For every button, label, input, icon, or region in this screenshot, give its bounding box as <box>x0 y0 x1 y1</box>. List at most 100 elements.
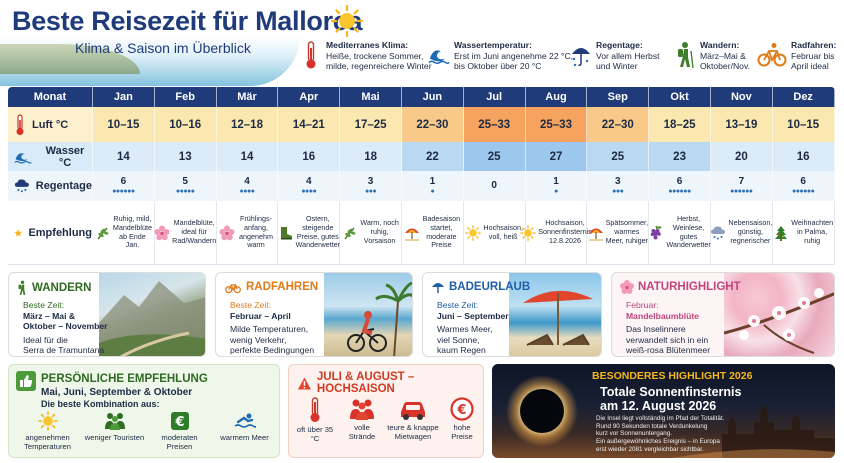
recommendation-cell: Weihnachten in Palma, ruhig <box>773 201 835 264</box>
recommendation-text: Badesaison startet, moderate Preise <box>422 213 461 250</box>
wave-icon <box>14 152 32 164</box>
recommendation-text: Weihnachten in Palma, ruhig <box>791 218 834 245</box>
sun-icon <box>37 411 58 431</box>
info-water-line: bis Oktober über 20 °C <box>454 61 542 71</box>
info-rain-title: Regentage: <box>596 40 643 50</box>
card-beach-text: viel Sonne, <box>437 334 480 345</box>
air-temp-cell: 10–15 <box>93 107 155 142</box>
blossom-icon <box>620 280 634 294</box>
high-season-item: teure & knappe Mietwagen <box>386 397 440 443</box>
month-header: Apr <box>278 87 341 107</box>
recommendation-item: € moderaten Preisen <box>150 411 210 451</box>
recommendation-intro: Die beste Kombination aus: <box>41 399 160 409</box>
month-header: Feb <box>155 87 217 107</box>
recommendation-title: PERSÖNLICHE EMPFEHLUNG <box>41 373 208 385</box>
water-temp-cell: 16 <box>772 142 835 171</box>
rain-cloud-icon <box>711 225 726 239</box>
rain-days-cell: 3 ●●● <box>340 171 402 201</box>
grapes-icon <box>651 225 662 239</box>
info-climate: Mediterranes Klima: Heiße, trockene Somm… <box>300 40 432 72</box>
recommendation-cell: Badesaison startet, moderate Preise <box>402 201 464 264</box>
rain-days-value: 0 <box>491 180 497 191</box>
card-nature-title: NATURHIGHLIGHT <box>638 281 741 293</box>
high-season-item-label: hohe Preise <box>451 423 473 441</box>
recommendation-text: Hochsaison, Sonnenfinsternis 12.8.2026 <box>538 218 592 245</box>
sun-icon <box>465 224 482 241</box>
air-temp-cell: 22–30 <box>401 107 464 142</box>
info-water-title: Wassertemperatur: <box>454 40 533 50</box>
card-hiking-subtitle: Beste Zeit: <box>23 300 65 310</box>
info-water-line: Erst im Juni angenehme 22 °C, <box>454 50 574 61</box>
water-temp-cell: 14 <box>93 142 155 171</box>
info-hiking-title: Wandern: <box>700 40 740 50</box>
table-row-rain: Regentage 6 ●●●●●● 5 ●●●●● 4 ●●●● 4 ●●●● 3 ●●● 1 ● 0… <box>8 171 835 201</box>
rain-cloud-icon <box>14 179 29 193</box>
info-climate-title: Mediterranes Klima: <box>326 40 409 50</box>
table-row-air: Luft °C 10–15 10–16 12–18 14–21 17–25 22–30 25… <box>8 107 835 142</box>
recommendation-text: Herbst, Weinlese, gutes Wanderwetter <box>666 213 711 250</box>
recommendation-box: PERSÖNLICHE EMPFEHLUNG Mai, Juni, Septem… <box>8 364 280 458</box>
rain-days-value: 5 <box>182 176 188 187</box>
air-temp-cell: 10–16 <box>154 107 217 142</box>
hiker-icon <box>18 280 26 295</box>
eclipse-image <box>506 375 835 458</box>
rain-drops-icon: ●●● <box>612 188 624 195</box>
bicycle-icon <box>757 40 787 70</box>
card-beach-title: BADEURLAUB <box>449 281 531 293</box>
svg-text:€: € <box>456 403 466 418</box>
card-hiking-highlight: März – Mai & <box>23 310 76 321</box>
thumbs-up-icon <box>16 371 36 391</box>
info-cycling-title: Radfahren: <box>791 40 837 50</box>
thermometer-icon <box>300 40 322 70</box>
people-icon <box>104 413 125 430</box>
card-cycling-text: wenig Verkehr, <box>230 334 287 345</box>
card-nature: NATURHIGHLIGHT Februar: Mandelbaumblüte … <box>611 272 835 357</box>
card-nature-text: Das Inselinnere <box>626 324 686 334</box>
rain-days-cell: 6 ●●●●●● <box>93 171 155 201</box>
row-label-water: Wasser °C <box>45 144 85 169</box>
swimmer-icon <box>234 413 257 428</box>
recommendation-cell: Herbst, Weinlese, gutes Wanderwetter <box>649 201 711 264</box>
twig-icon <box>344 227 356 239</box>
umbrella-icon <box>588 228 603 241</box>
high-season-item: oft über 35 °C <box>292 397 338 443</box>
water-temp-cell: 23 <box>649 142 711 171</box>
row-label-recommendation: Empfehlung <box>28 226 92 239</box>
rain-days-value: 3 <box>614 176 621 187</box>
air-temp-cell: 22–30 <box>587 107 650 142</box>
high-season-item-label: teure & knappe Mietwagen <box>387 423 439 441</box>
rain-days-cell: 3 ●●● <box>587 171 650 201</box>
water-temp-cell: 14 <box>216 142 279 171</box>
thermometer-icon <box>310 397 320 422</box>
info-hiking: Wandern: März–Mai & Oktober/Nov. <box>674 40 750 72</box>
euro-icon: € <box>170 412 189 430</box>
month-header: Mär <box>217 87 279 107</box>
header: Beste Reisezeit für Mallorca Klima & Sai… <box>0 0 844 86</box>
rain-days-value: 4 <box>306 176 312 187</box>
info-climate-line: Heiße, trockene Sommer, <box>326 50 424 61</box>
card-cycling-subtitle: Beste Zeit: <box>230 300 272 310</box>
high-season-item-label: oft über 35 °C <box>296 425 334 443</box>
air-temp-cell: 12–18 <box>216 107 279 142</box>
info-rain-line: Vor allem Herbst <box>596 50 660 61</box>
air-temp-cell: 17–25 <box>340 107 402 142</box>
rain-days-value: 3 <box>367 176 374 187</box>
high-season-item-label: volle Strände <box>348 423 376 441</box>
water-temp-cell: 13 <box>154 142 217 171</box>
umbrella-icon <box>404 228 419 241</box>
highlight-headline: am 12. August 2026 <box>600 399 717 413</box>
recommendation-item: angenehmen Temperaturen <box>16 411 80 451</box>
recommendation-cell: Nebensaison, günstig, regnerischer <box>711 201 773 264</box>
card-cycling-text: perfekte Bedingungen <box>230 345 315 355</box>
info-cycling-line: Februar bis <box>791 50 835 61</box>
month-header: Jan <box>93 87 155 107</box>
card-beach-text: Warmes Meer, <box>437 324 493 334</box>
rain-drops-icon: ●●●●●● <box>112 188 135 195</box>
month-header: Aug <box>526 87 588 107</box>
rain-days-cell: 6 ●●●●●● <box>773 171 835 201</box>
month-header: Mai <box>340 87 402 107</box>
eclipse-highlight-box: BESONDERES HIGHLIGHT 2026 Totale Sonnenf… <box>492 364 835 458</box>
info-climate-line: milde, regenreichere Winter <box>326 61 432 71</box>
month-header: Jul <box>464 87 526 107</box>
recommendation-cell: Hochsaison, Sonnenfinsternis 12.8.2026 <box>520 201 592 264</box>
